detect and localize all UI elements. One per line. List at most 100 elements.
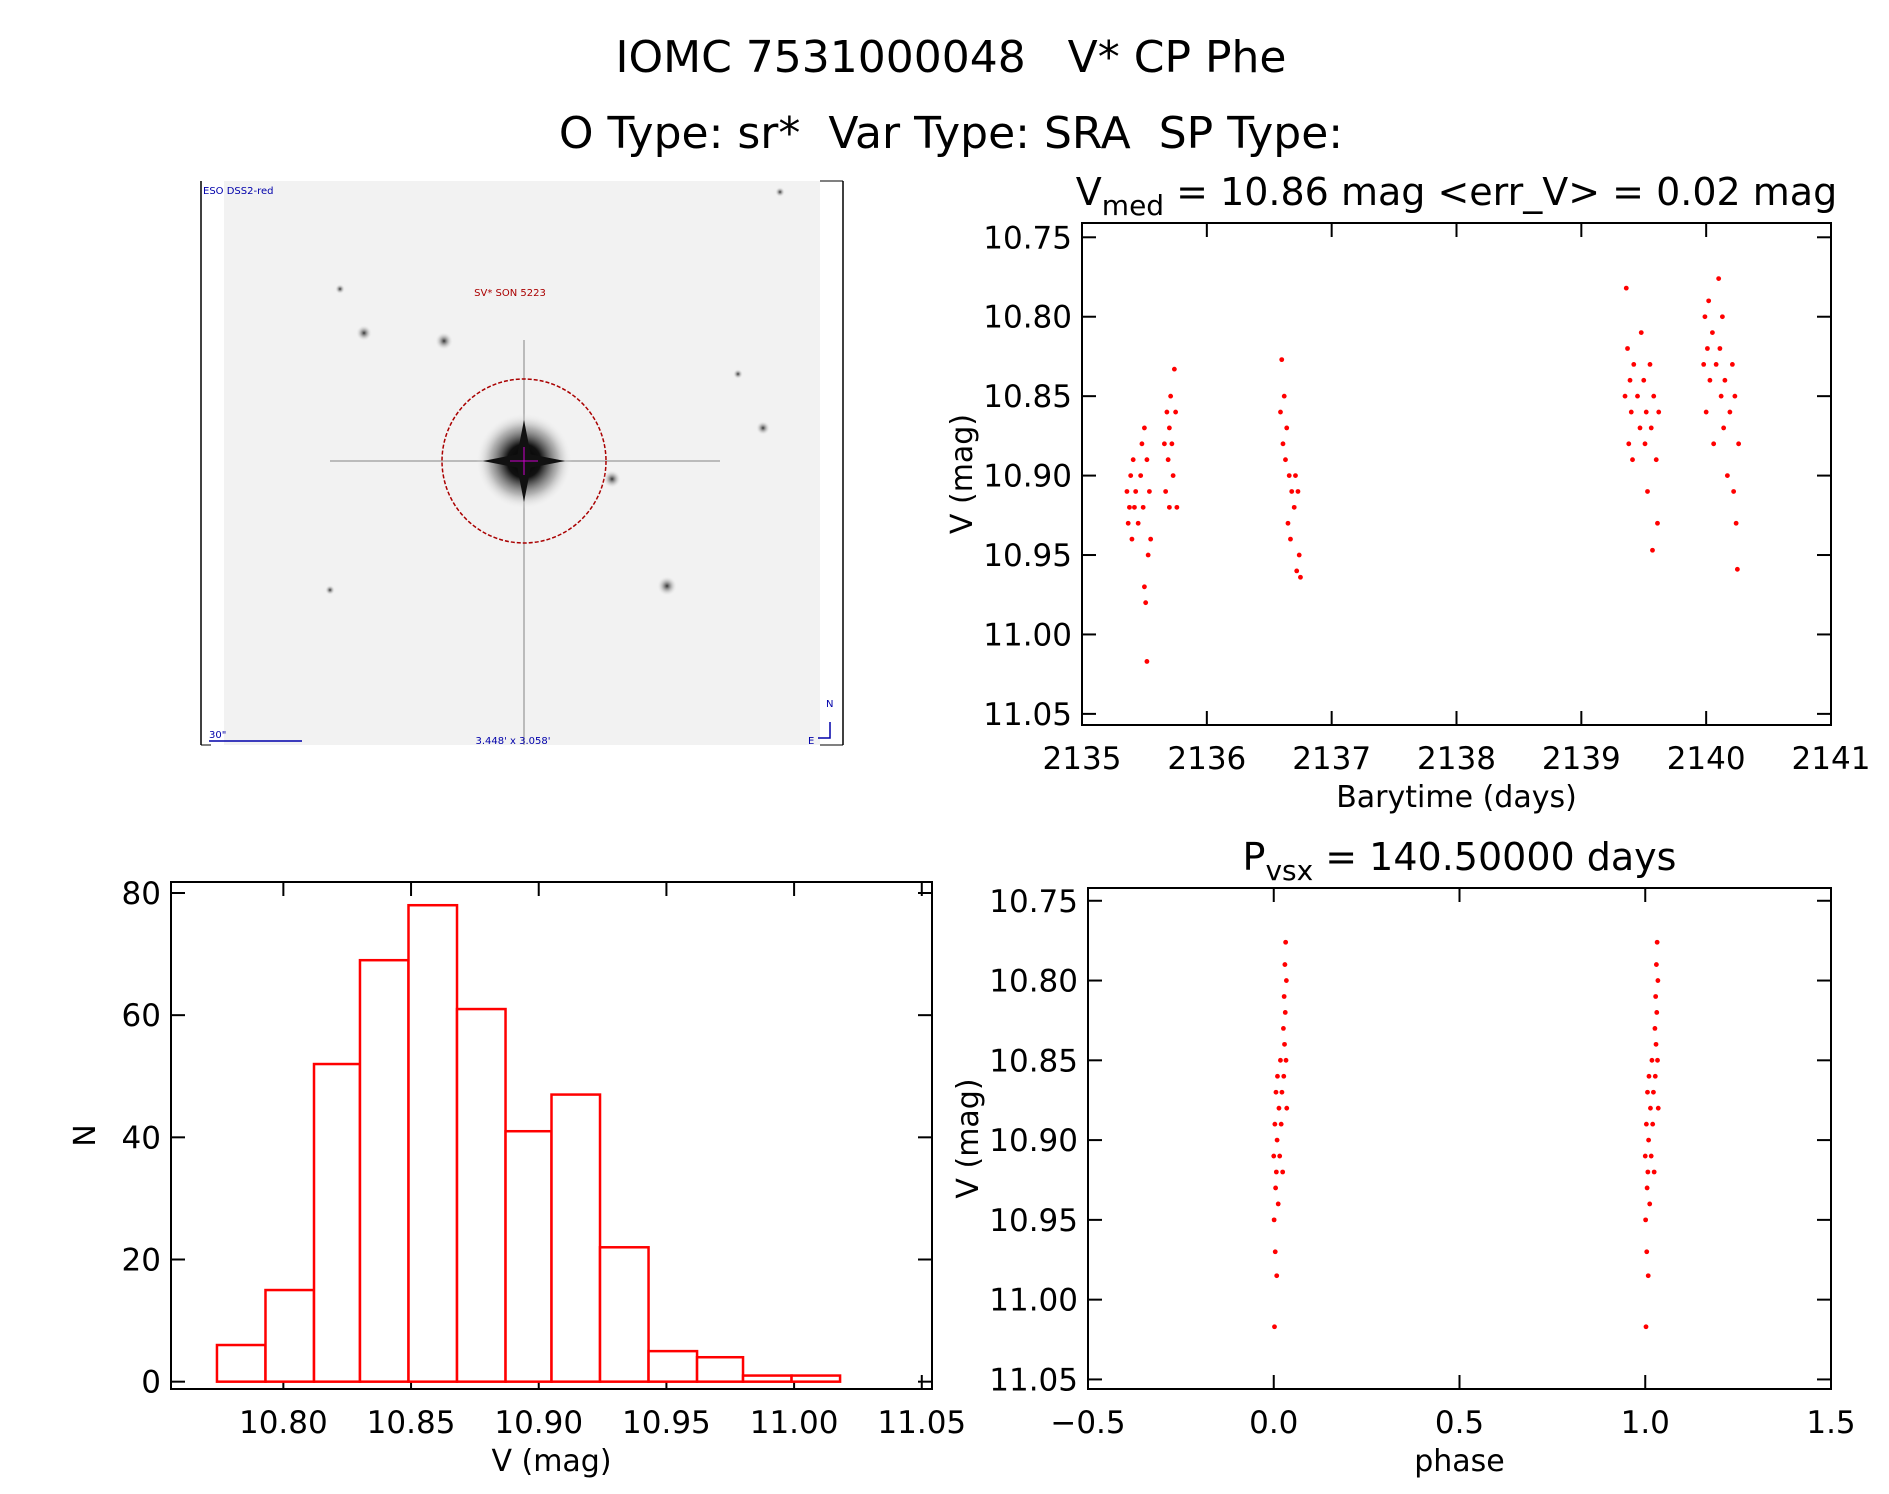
- point: [1124, 489, 1130, 494]
- point: [1647, 361, 1653, 367]
- point: [1168, 393, 1174, 399]
- title-rest: = 10.86 mag <err_V> = 0.02 mag: [1164, 170, 1837, 214]
- point: [1644, 1249, 1650, 1255]
- bar: [358, 958, 410, 1383]
- point: [1170, 473, 1176, 478]
- point: [1127, 504, 1132, 510]
- point: [1278, 1121, 1284, 1127]
- point: [1271, 1217, 1277, 1223]
- point: [1147, 489, 1152, 494]
- point: [1283, 1057, 1289, 1063]
- point: [1143, 600, 1149, 606]
- point: [1286, 473, 1292, 478]
- point: [1705, 346, 1710, 351]
- y-tick-label: 10.95: [989, 1203, 1078, 1239]
- point: [1701, 361, 1707, 367]
- size-label: 3.448' x 3.058': [475, 736, 550, 747]
- point: [1724, 473, 1730, 478]
- point: [1273, 1185, 1279, 1191]
- point: [1722, 377, 1728, 383]
- x-tick-label: 1.5: [1806, 1405, 1855, 1441]
- main-subtitle: O Type: sr* Var Type: SRA SP Type:: [559, 108, 1343, 159]
- point: [1733, 520, 1739, 526]
- point: [1174, 504, 1180, 510]
- main-title: IOMC 7531000048 V* CP Phe: [616, 32, 1287, 83]
- north-label: N: [826, 699, 833, 710]
- scale-label: 30": [209, 730, 226, 741]
- point: [1721, 425, 1727, 431]
- x-tick-label: 10.90: [494, 1405, 583, 1441]
- point: [1145, 552, 1151, 558]
- point: [1283, 457, 1288, 463]
- point: [1166, 425, 1172, 431]
- point: [1298, 574, 1303, 580]
- point: [1289, 489, 1295, 494]
- x-tick-label: 2136: [1167, 741, 1246, 777]
- point: [1710, 330, 1715, 336]
- point: [1645, 1273, 1651, 1279]
- point: [1295, 489, 1301, 494]
- point: [1653, 994, 1659, 999]
- y-axis-label: V (mag): [951, 1078, 986, 1198]
- bar: [647, 1349, 699, 1383]
- point: [1628, 409, 1634, 415]
- point: [1654, 1010, 1660, 1015]
- x-axis-label: V (mag): [491, 1444, 611, 1479]
- point: [1648, 1153, 1654, 1159]
- title-main: P: [1243, 835, 1266, 879]
- point: [1279, 357, 1285, 363]
- point: [1627, 377, 1633, 383]
- point: [1296, 552, 1302, 558]
- sky-image: ESO DSS2-red SV* SON 5223 30" 3.448' x 3…: [200, 180, 844, 747]
- point: [1274, 1137, 1280, 1143]
- plot-frame: [1087, 887, 1832, 1390]
- y-tick-label: 10.80: [989, 964, 1078, 1000]
- point: [1278, 409, 1283, 415]
- point: [1630, 457, 1635, 463]
- point: [1623, 285, 1629, 291]
- point: [1625, 346, 1630, 351]
- plot-frame: [1081, 222, 1832, 726]
- point: [1282, 962, 1288, 967]
- point: [1643, 1217, 1649, 1223]
- point: [1272, 1324, 1277, 1330]
- y-axis-label: N: [68, 1124, 103, 1146]
- plot-frame: [170, 881, 933, 1390]
- point: [1653, 1041, 1659, 1047]
- x-tick-label: −0.5: [1050, 1405, 1125, 1441]
- point: [1273, 1089, 1279, 1095]
- point: [1656, 409, 1662, 415]
- y-tick-label: 10.90: [989, 1123, 1078, 1159]
- point: [1173, 409, 1179, 415]
- point: [1283, 939, 1289, 945]
- point: [1275, 1201, 1281, 1207]
- point: [1139, 441, 1145, 447]
- y-tick-label: 10.75: [983, 220, 1072, 256]
- point: [1651, 393, 1657, 399]
- point: [1711, 441, 1717, 447]
- point: [1645, 489, 1650, 494]
- point: [1731, 489, 1737, 494]
- point: [1166, 504, 1172, 510]
- point: [1277, 1153, 1283, 1159]
- point: [1635, 393, 1640, 399]
- east-label: E: [808, 736, 814, 747]
- bar: [695, 1355, 745, 1383]
- point: [1718, 393, 1724, 399]
- point: [1294, 568, 1300, 574]
- point: [1642, 1153, 1648, 1159]
- x-axis-label: Barytime (days): [1336, 780, 1577, 815]
- x-tick-label: 2141: [1792, 741, 1871, 777]
- x-tick-label: 10.85: [367, 1405, 456, 1441]
- y-tick-label: 80: [122, 876, 161, 912]
- point: [1707, 377, 1713, 383]
- point: [1142, 584, 1147, 590]
- point: [1293, 473, 1298, 478]
- y-tick-label: 11.00: [989, 1283, 1078, 1319]
- point: [1655, 1057, 1660, 1063]
- point: [1130, 457, 1136, 463]
- y-tick-label: 10.90: [983, 459, 1072, 495]
- bar: [455, 1007, 507, 1383]
- point: [1128, 473, 1134, 478]
